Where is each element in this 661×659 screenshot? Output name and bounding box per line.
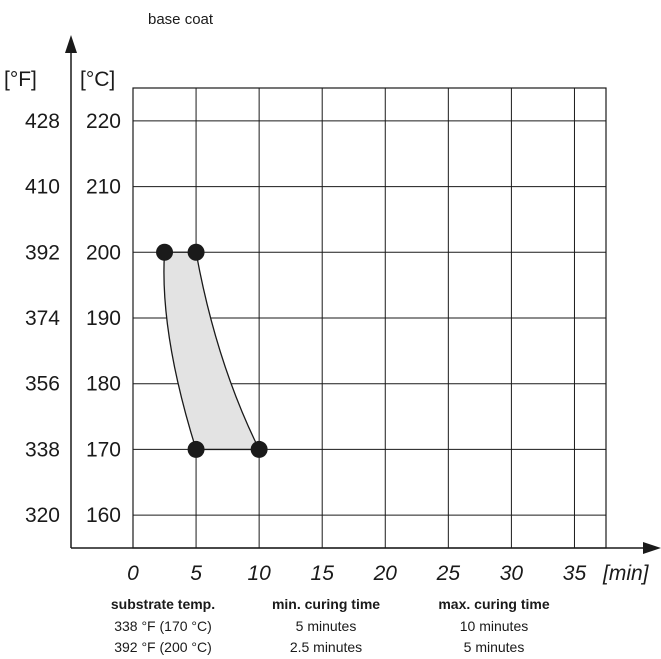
table-cell: 5 minutes — [296, 618, 357, 634]
table-header-substrate: substrate temp. — [111, 596, 215, 612]
x-tick-label: 20 — [373, 562, 398, 585]
y-tick-label-celsius: 170 — [86, 438, 121, 461]
table-cell: 2.5 minutes — [290, 639, 362, 655]
x-tick-label: 15 — [311, 562, 335, 585]
curing-window-area — [163, 251, 261, 451]
y-tick-label-fahrenheit: 320 — [25, 504, 60, 527]
y-unit-fahrenheit: [°F] — [4, 68, 37, 91]
grid — [132, 87, 607, 549]
table-header-min: min. curing time — [272, 596, 380, 612]
y-tick-label-celsius: 180 — [86, 373, 121, 396]
curing-point — [156, 243, 174, 261]
curing-table: substrate temp. min. curing time max. cu… — [111, 596, 550, 655]
y-tick-label-fahrenheit: 392 — [25, 241, 60, 264]
x-tick-label: 0 — [127, 562, 139, 585]
y-tick-label-celsius: 200 — [86, 241, 121, 264]
table-header-max: max. curing time — [438, 596, 549, 612]
y-tick-label-fahrenheit: 410 — [25, 176, 60, 199]
table-cell: 392 °F (200 °C) — [114, 639, 212, 655]
y-tick-label-fahrenheit: 338 — [25, 438, 60, 461]
x-unit-label: [min] — [602, 562, 650, 585]
curing-window — [163, 251, 261, 451]
y-tick-label-celsius: 210 — [86, 176, 121, 199]
curing-point — [250, 440, 268, 458]
curing-point — [187, 243, 205, 261]
table-cell: 10 minutes — [460, 618, 528, 634]
y-tick-labels: 160 320 170 338 180 356 190 374 200 392 210 410 220 4… — [25, 110, 121, 527]
x-tick-labels: 0 5 10 15 20 25 30 35 — [127, 562, 586, 585]
curing-point — [187, 440, 205, 458]
y-unit-celsius: [°C] — [80, 68, 115, 91]
x-tick-label: 30 — [500, 562, 524, 585]
table-cell: 5 minutes — [464, 639, 525, 655]
axes — [65, 35, 661, 554]
x-tick-label: 25 — [436, 562, 461, 585]
y-tick-label-fahrenheit: 356 — [25, 373, 60, 396]
curing-points — [156, 243, 268, 458]
y-tick-label-fahrenheit: 428 — [25, 110, 60, 133]
chart-title: base coat — [148, 11, 214, 28]
y-tick-label-fahrenheit: 374 — [25, 307, 60, 330]
x-tick-label: 5 — [190, 562, 202, 585]
y-tick-label-celsius: 160 — [86, 504, 121, 527]
x-tick-label: 10 — [247, 562, 271, 585]
table-cell: 338 °F (170 °C) — [114, 618, 212, 634]
y-tick-label-celsius: 190 — [86, 307, 121, 330]
y-tick-label-celsius: 220 — [86, 110, 121, 133]
x-tick-label: 35 — [563, 562, 587, 585]
